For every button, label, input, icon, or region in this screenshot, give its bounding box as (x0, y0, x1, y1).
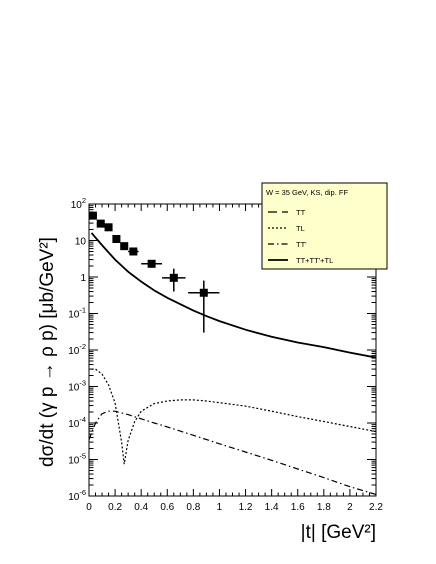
data-marker (104, 223, 113, 232)
data-point-3 (104, 223, 113, 232)
x-axis-label: |t| [GeV²] (301, 522, 376, 543)
y-tick-label: 10-2 (68, 342, 86, 357)
x-tick-label: 1.6 (291, 502, 305, 513)
legend-label-tt: TT' (296, 240, 307, 249)
y-tick-label: 10-4 (68, 415, 86, 430)
y-tick-label: 10-1 (68, 306, 86, 321)
data-marker (169, 273, 178, 282)
x-tick-label: 0.4 (134, 502, 148, 513)
data-marker (112, 234, 121, 243)
data-points-layer (88, 211, 220, 333)
legend-label-tt: TT (296, 208, 306, 217)
legend-header: W = 35 GeV, KS, dip. FF (266, 188, 348, 197)
x-tick-label: 1 (217, 502, 223, 513)
data-point-6 (128, 247, 139, 256)
data-marker (120, 242, 129, 251)
data-marker (96, 219, 105, 228)
data-point-4 (112, 234, 121, 243)
legend-label-tt-tt-tl: TT+TT'+TL (296, 256, 333, 265)
y-tick-label: 10-5 (68, 452, 86, 467)
y-axis-label: dσ/dt (γ p → ρ p) [μb/GeV²] (37, 237, 58, 467)
legend-label-tl: TL (296, 224, 305, 233)
series-layer (89, 232, 376, 496)
data-marker (129, 247, 138, 256)
x-tick-label: 0.8 (186, 502, 200, 513)
data-point-8 (162, 268, 186, 292)
x-tick-label: 0.6 (160, 502, 174, 513)
data-marker (88, 211, 97, 220)
x-tick-label: 2.2 (369, 502, 383, 513)
y-tick-label: 10-3 (68, 379, 86, 394)
y-tick-label: 10-6 (68, 488, 86, 503)
series-line-tt (89, 410, 376, 496)
data-point-7 (141, 259, 163, 268)
data-point-1 (88, 211, 97, 220)
x-tick-label: 0.2 (108, 502, 122, 513)
y-tick-label: 102 (71, 196, 86, 211)
data-point-2 (96, 219, 105, 228)
x-tick-label: 1.8 (317, 502, 331, 513)
series-line-tt-tt-tl (90, 232, 376, 359)
x-tick-label: 2 (347, 502, 353, 513)
x-tick-label: 0 (86, 502, 92, 513)
y-tick-label: 10 (75, 237, 87, 248)
legend-box (261, 182, 388, 270)
y-tick-label: 1 (80, 273, 86, 284)
data-marker (147, 259, 156, 268)
data-marker (199, 288, 208, 297)
legend: W = 35 GeV, KS, dip. FF TT TL TT' TT+TT'+TL (261, 182, 388, 270)
series-line-tl (91, 368, 376, 465)
x-tick-label: 1.4 (265, 502, 279, 513)
data-point-9 (188, 280, 220, 333)
data-point-5 (120, 242, 129, 251)
x-tick-label: 1.2 (239, 502, 253, 513)
